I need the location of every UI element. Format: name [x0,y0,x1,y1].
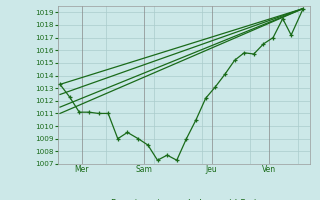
Text: Jeu: Jeu [206,165,218,174]
Text: Mer: Mer [75,165,89,174]
Text: Sam: Sam [136,165,153,174]
Text: Ven: Ven [262,165,276,174]
Text: Pression niveau de la mer( hPa ): Pression niveau de la mer( hPa ) [111,199,257,200]
